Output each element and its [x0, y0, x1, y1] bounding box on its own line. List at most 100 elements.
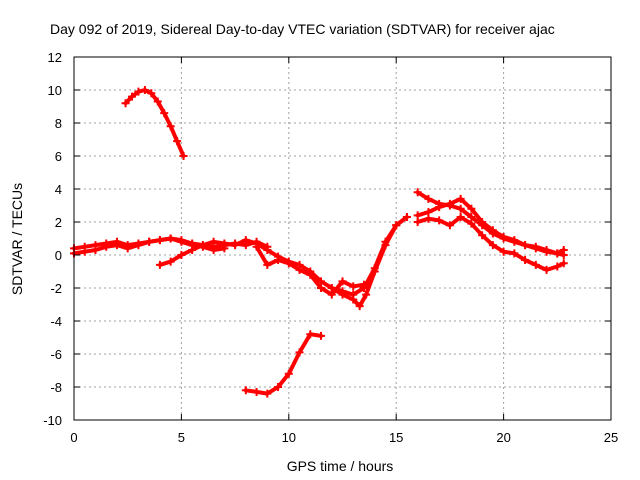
- data-point: [435, 203, 444, 212]
- data-point: [456, 194, 465, 203]
- data-point: [166, 234, 175, 243]
- data-point: [488, 226, 497, 235]
- y-axis-label: SDTVAR / TECUs: [9, 183, 25, 295]
- data-point: [188, 246, 197, 255]
- y-tick-label: 2: [55, 215, 62, 230]
- y-tick-label: -6: [50, 347, 62, 362]
- series-layer: [70, 86, 568, 398]
- x-axis-label: GPS time / hours: [287, 458, 394, 474]
- data-point: [147, 89, 156, 98]
- data-point: [542, 265, 551, 274]
- data-point: [179, 152, 188, 160]
- data-point: [80, 247, 89, 256]
- data-point: [209, 246, 218, 255]
- data-point: [424, 194, 433, 203]
- data-point: [456, 204, 465, 213]
- data-point: [274, 383, 283, 391]
- data-point: [284, 259, 293, 268]
- data-point: [145, 237, 154, 246]
- series-track-h: [415, 215, 566, 272]
- data-point: [402, 213, 411, 222]
- data-point: [542, 246, 551, 255]
- data-point: [166, 257, 175, 266]
- x-tick-label: 20: [496, 430, 510, 445]
- data-point: [359, 280, 368, 289]
- data-point: [241, 386, 250, 395]
- y-tick-label: -4: [50, 314, 62, 329]
- y-tick-label: 0: [55, 248, 62, 263]
- data-point: [499, 232, 508, 241]
- data-point: [177, 237, 186, 246]
- data-point: [355, 302, 364, 311]
- data-point: [155, 260, 164, 269]
- x-tick-label: 25: [604, 430, 618, 445]
- data-point: [424, 214, 433, 223]
- data-point: [274, 255, 283, 264]
- data-point: [467, 204, 476, 213]
- data-point: [435, 216, 444, 225]
- grid: [74, 57, 611, 420]
- y-tick-label: 10: [48, 83, 62, 98]
- series-track-i: [123, 88, 186, 158]
- data-point: [231, 241, 240, 250]
- data-point: [317, 284, 326, 292]
- data-point: [306, 330, 315, 339]
- data-point: [413, 188, 422, 197]
- data-point: [510, 249, 519, 258]
- y-tick-label: -10: [43, 413, 62, 428]
- data-point: [166, 122, 175, 131]
- data-point: [134, 87, 143, 96]
- data-point: [349, 295, 358, 304]
- data-point: [252, 242, 261, 251]
- data-point: [327, 284, 336, 292]
- data-point: [413, 218, 422, 226]
- x-tick-label: 0: [70, 430, 77, 445]
- data-point: [153, 97, 162, 106]
- data-point: [338, 290, 347, 299]
- series-track-j: [243, 332, 323, 396]
- data-point: [392, 221, 401, 230]
- data-point: [349, 282, 358, 291]
- data-point: [160, 109, 169, 118]
- data-point: [531, 260, 540, 269]
- chart-title: Day 092 of 2019, Sidereal Day-to-day VTE…: [50, 21, 555, 37]
- data-point: [306, 270, 315, 279]
- y-tick-label: 4: [55, 182, 62, 197]
- data-point: [91, 246, 100, 255]
- data-point: [263, 246, 272, 255]
- plot-frame: [73, 56, 612, 421]
- data-point: [338, 277, 347, 286]
- data-point: [553, 249, 562, 258]
- data-point: [478, 231, 487, 240]
- data-point: [263, 260, 272, 269]
- data-point: [123, 244, 132, 253]
- data-point: [220, 239, 229, 248]
- data-point: [134, 241, 143, 250]
- data-point: [121, 99, 130, 108]
- axis-ticks: 0 5 10 15 20 25 -10 -8 -6 -4 -2 0 2 4 6 8 10 12: [43, 50, 618, 445]
- data-point: [102, 242, 111, 251]
- data-point: [370, 267, 379, 276]
- data-point: [209, 237, 218, 246]
- data-point: [295, 348, 304, 357]
- data-point: [295, 265, 304, 274]
- data-point: [140, 86, 149, 94]
- data-point: [284, 369, 293, 378]
- y-tick-label: 12: [48, 50, 62, 65]
- data-point: [263, 389, 272, 398]
- data-point: [198, 241, 207, 250]
- data-point: [510, 236, 519, 245]
- data-point: [127, 92, 136, 101]
- data-point: [155, 236, 164, 245]
- data-point: [488, 241, 497, 250]
- data-point: [177, 251, 186, 259]
- y-tick-label: -8: [50, 380, 62, 395]
- data-point: [521, 255, 530, 264]
- data-point: [521, 241, 530, 250]
- data-point: [317, 331, 326, 340]
- data-point: [173, 137, 182, 146]
- data-point: [553, 262, 562, 271]
- y-tick-label: -2: [50, 281, 62, 296]
- data-point: [445, 221, 454, 230]
